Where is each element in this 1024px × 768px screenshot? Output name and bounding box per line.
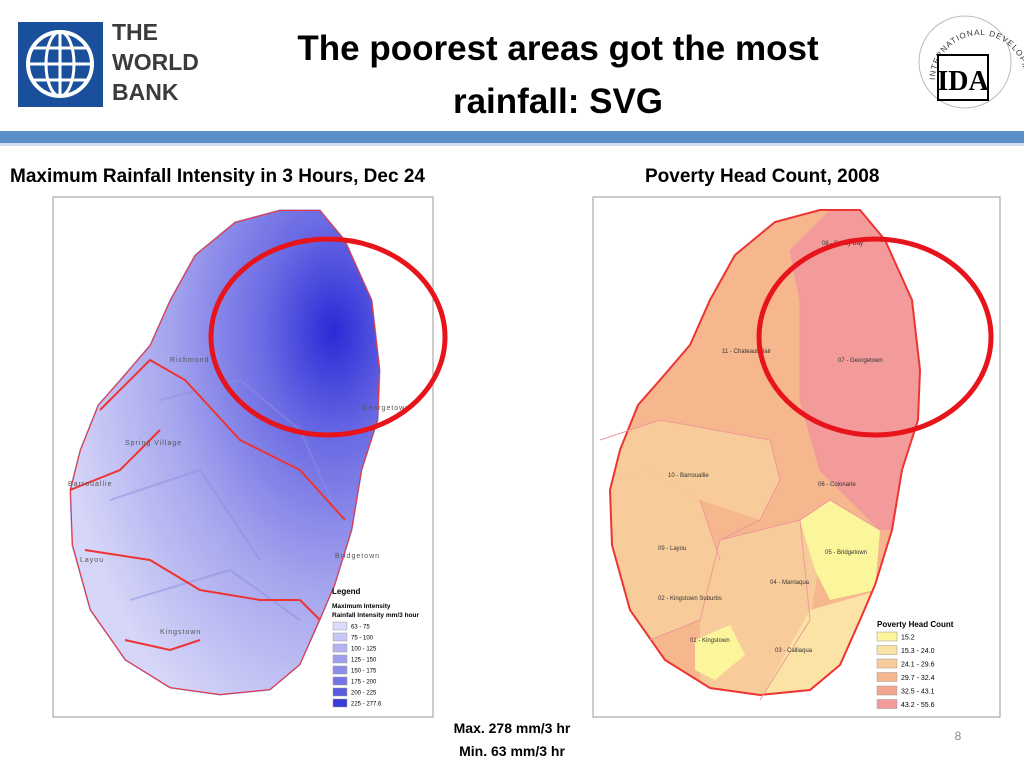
region-label: 04 - Marriaqua [770, 580, 810, 586]
region-label: 10 - Barrouallie [668, 473, 709, 479]
legend-swatch [876, 672, 898, 682]
legend-swatch [332, 698, 348, 708]
relief [109, 378, 341, 621]
legend-label: 150 - 175 [351, 669, 377, 675]
world-bank-logo: THE WORLD BANK [18, 19, 199, 107]
legend-swatch [332, 654, 348, 664]
region-label: 09 - Layou [658, 546, 686, 552]
region-label: 03 - Calliaqua [775, 648, 813, 654]
legend-swatch [332, 676, 348, 686]
highlight-circle [208, 236, 448, 438]
legend-swatch [332, 632, 348, 642]
footer-note: Max. 278 mm/3 hr [454, 720, 571, 736]
legend-label: 29.7 - 32.4 [901, 675, 935, 682]
region-label: 02 - Kingstown Suburbs [658, 596, 722, 602]
title: The poorest areas got the most [297, 29, 819, 68]
place-label: Richmond [170, 357, 210, 364]
legend-swatch [876, 645, 898, 655]
region-label: 06 - Colonarie [818, 482, 856, 488]
region-label: 07 - Georgetown [838, 358, 883, 364]
logo-text: BANK [112, 79, 179, 105]
legend-title: Poverty Head Count [877, 620, 954, 629]
place-label: Layou [80, 557, 104, 564]
place-label: Spring Village [125, 440, 182, 447]
poverty-map: 08 - Sandy Bay 11 - Chateaubelair 07 - G… [592, 196, 1001, 718]
legend-label: 75 - 100 [351, 636, 374, 642]
legend-label: 24.1 - 29.6 [901, 662, 935, 669]
legend-label: 32.5 - 43.1 [901, 689, 935, 696]
legend: 63 - 75 75 - 100 100 - 125 125 - 150 150 - 1… [332, 621, 382, 708]
rainfall-map: Richmond Georgetown Spring Village Barro… [52, 196, 448, 718]
legend-swatch [876, 631, 898, 642]
legend-label: 15.3 - 24.0 [901, 648, 935, 655]
legend-swatch [876, 699, 898, 709]
right-caption: Poverty Head Count, 2008 [645, 166, 879, 187]
legend-subtitle: Maximum Intensity [332, 603, 391, 610]
legend-swatch [332, 643, 348, 653]
legend-swatch [876, 685, 898, 696]
region-label: 01 - Kingstown [690, 638, 730, 644]
legend-label: 175 - 200 [351, 680, 377, 686]
place-label: Barrouallie [68, 481, 112, 488]
legend-title: Legend [332, 587, 361, 596]
region-label: 11 - Chateaubelair [722, 349, 771, 355]
legend-label: 63 - 75 [351, 625, 370, 631]
title: rainfall: SVG [453, 82, 663, 121]
header-rule [0, 143, 1024, 146]
legend-label: 200 - 225 [351, 691, 377, 697]
highlight-circle [756, 236, 994, 438]
legend: 15.2 15.3 - 24.0 24.1 - 29.6 29.7 - 32.4 32.… [876, 631, 935, 709]
header-rule [0, 131, 1024, 143]
logo-text: WORLD [112, 49, 199, 75]
legend-label: 125 - 150 [351, 658, 377, 664]
legend-swatch [332, 665, 348, 675]
legend-swatch [876, 658, 898, 669]
ida-mark: IDA [937, 66, 989, 97]
logo-text: THE [112, 19, 158, 45]
legend-swatch [332, 687, 348, 697]
legend-label: 15.2 [901, 635, 915, 642]
page-number: 8 [955, 729, 962, 743]
place-label: Bridgetown [335, 553, 380, 560]
legend-swatch [332, 621, 348, 631]
legend-subtitle: Rainfall Intensity mm/3 hour [332, 612, 420, 619]
left-caption: Maximum Rainfall Intensity in 3 Hours, D… [10, 166, 425, 187]
footer-note: Min. 63 mm/3 hr [459, 743, 565, 759]
place-label: Kingstown [160, 629, 201, 636]
legend-label: 43.2 - 55.6 [901, 702, 935, 709]
legend-label: 100 - 125 [351, 647, 377, 653]
legend-label: 225 - 277.6 [351, 702, 382, 708]
region-label: 05 - Bridgetown [825, 550, 867, 556]
place-label: Georgetown [362, 405, 410, 412]
